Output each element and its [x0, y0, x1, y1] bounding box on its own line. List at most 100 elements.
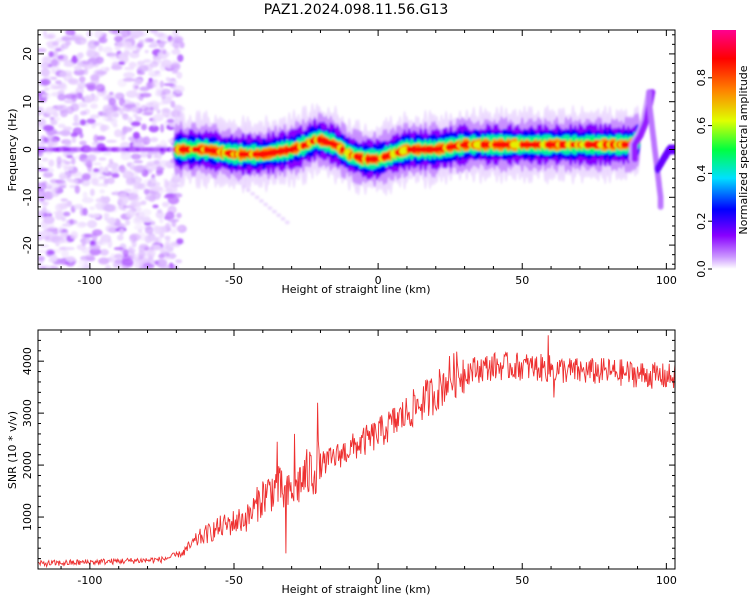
noise-blob	[60, 232, 66, 238]
noise-blob	[154, 260, 159, 265]
noise-blob	[75, 92, 83, 99]
noise-blob	[38, 191, 46, 198]
noise-blob	[71, 156, 76, 165]
noise-blob	[111, 167, 119, 175]
noise-blob	[41, 206, 47, 215]
noise-blob	[110, 253, 116, 261]
noise-blob	[175, 259, 183, 264]
noise-blob	[119, 108, 124, 115]
noise-blob	[149, 30, 159, 34]
y-tick-label: 1000	[21, 503, 34, 531]
noise-blob	[171, 70, 179, 74]
noise-blob	[167, 196, 180, 205]
noise-blob	[141, 38, 149, 44]
noise-blob	[55, 242, 60, 247]
colorbar: 0.0 0.2 0.4 0.6 0.8 Normalized spectral ampl…	[695, 30, 750, 278]
noise-blob	[108, 158, 114, 164]
noise-blob	[40, 265, 46, 269]
noise-blob	[105, 264, 111, 269]
noise-blob	[90, 103, 98, 109]
noise-blob	[170, 264, 179, 269]
noise-blob	[93, 162, 102, 166]
noise-blob	[160, 91, 166, 100]
noise-blob	[144, 49, 149, 54]
noise-blob	[155, 258, 168, 267]
noise-blob	[81, 247, 92, 254]
noise-blob	[112, 111, 120, 118]
noise-blob	[40, 118, 46, 126]
noise-blob	[147, 153, 152, 159]
noise-blob	[158, 40, 166, 49]
noise-blob	[105, 139, 117, 143]
noise-blob	[86, 30, 93, 38]
noise-blob	[162, 144, 168, 148]
noise-blob	[143, 59, 152, 63]
noise-blob	[42, 30, 48, 36]
colorbar-tick-label: 0.8	[695, 69, 708, 87]
noise-blob	[134, 216, 142, 223]
noise-blob	[123, 50, 130, 57]
noise-blob	[107, 227, 117, 233]
noise-blob	[63, 61, 75, 67]
noise-blob	[79, 140, 87, 146]
noise-blob	[71, 31, 76, 37]
noise-blob	[46, 249, 55, 256]
noise-blob	[52, 117, 61, 121]
noise-blob	[51, 69, 56, 75]
noise-blob	[141, 208, 152, 216]
noise-blob	[51, 187, 56, 197]
x-tick-label: 50	[515, 274, 529, 287]
noise-blob	[138, 250, 146, 258]
noise-blob	[102, 46, 113, 54]
noise-blob	[135, 206, 143, 212]
noise-blob	[78, 101, 86, 108]
noise-blob	[42, 171, 54, 178]
noise-blob	[99, 124, 107, 132]
noise-blob	[141, 218, 153, 223]
noise-blob	[60, 129, 71, 137]
y-tick-label: 20	[21, 47, 34, 61]
noise-blob	[138, 65, 149, 72]
noise-blob	[175, 225, 184, 231]
x-tick-label: -100	[77, 574, 102, 587]
noise-blob	[133, 182, 144, 189]
noise-blob	[102, 112, 107, 121]
x-tick-label: -50	[225, 574, 243, 587]
noise-blob	[95, 202, 103, 209]
noise-blob	[160, 123, 165, 133]
noise-blob	[89, 244, 101, 250]
noise-blob	[164, 188, 173, 193]
noise-blob	[177, 54, 184, 62]
noise-blob	[70, 171, 83, 178]
noise-blob	[152, 114, 164, 122]
noise-blob	[66, 256, 76, 263]
noise-blob	[131, 30, 144, 38]
noise-blob	[89, 175, 101, 183]
noise-blob	[147, 248, 156, 258]
noise-blob	[163, 195, 173, 199]
noise-blob	[149, 259, 156, 264]
noise-blob	[64, 161, 72, 165]
noise-blob	[83, 94, 93, 104]
noise-blob	[38, 106, 45, 115]
noise-blob	[113, 247, 124, 251]
noise-blob	[130, 200, 137, 205]
noise-blob	[164, 242, 170, 249]
noise-blob	[114, 129, 123, 138]
noise-blob	[110, 64, 123, 71]
x-tick-label: 0	[375, 574, 382, 587]
colorbar-gradient	[712, 30, 736, 269]
noise-blob	[49, 116, 55, 120]
noise-blob	[103, 204, 116, 213]
noise-blob	[119, 249, 131, 254]
noise-blob	[155, 210, 165, 219]
noise-blob	[122, 41, 133, 48]
noise-blob	[171, 49, 181, 55]
noise-blob	[84, 67, 89, 75]
noise-blob	[165, 77, 171, 82]
noise-blob	[254, 195, 260, 200]
noise-blob	[86, 220, 98, 229]
noise-blob	[73, 114, 79, 123]
x-tick-label: -100	[77, 274, 102, 287]
noise-blob	[38, 255, 45, 262]
